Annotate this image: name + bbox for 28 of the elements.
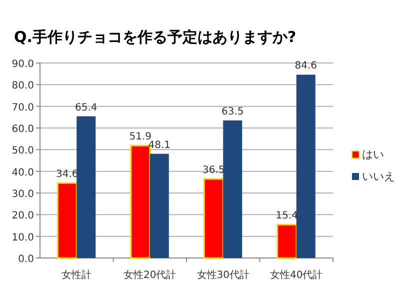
x-tick-label: 女性計 — [62, 269, 92, 281]
y-tick-label: 80.0 — [12, 80, 34, 92]
y-tick-label: 20.0 — [12, 210, 34, 222]
y-tick-label: 90.0 — [12, 59, 34, 70]
bar — [276, 224, 298, 259]
x-tick-label: 女性20代計 — [124, 269, 176, 281]
data-label: 15.4 — [276, 210, 298, 222]
bar — [150, 154, 169, 258]
x-tick-label: 女性30代計 — [196, 269, 250, 281]
y-tick-label: 10.0 — [12, 232, 34, 244]
bar — [76, 116, 96, 258]
x-tick-label: 女性40代計 — [270, 269, 323, 281]
y-tick-label: 70.0 — [12, 102, 34, 114]
bar — [203, 178, 224, 259]
y-tick-label: 60.0 — [12, 124, 34, 135]
y-tick-label: 50.0 — [12, 146, 34, 157]
bar — [223, 120, 242, 258]
data-label: 84.6 — [294, 60, 318, 72]
data-label: 65.4 — [74, 102, 98, 114]
legend-label: はい — [362, 148, 384, 161]
bar — [56, 182, 78, 259]
chart-title: Q.手作りチョコを作る予定はありますか? — [14, 28, 296, 46]
y-tick-label: 40.0 — [12, 167, 34, 178]
bar — [296, 74, 316, 258]
y-tick-label: 30.0 — [12, 189, 34, 200]
y-tick-label: 0.0 — [18, 254, 34, 265]
legend-label: いいえ — [362, 170, 395, 183]
data-label: 63.5 — [221, 106, 244, 118]
